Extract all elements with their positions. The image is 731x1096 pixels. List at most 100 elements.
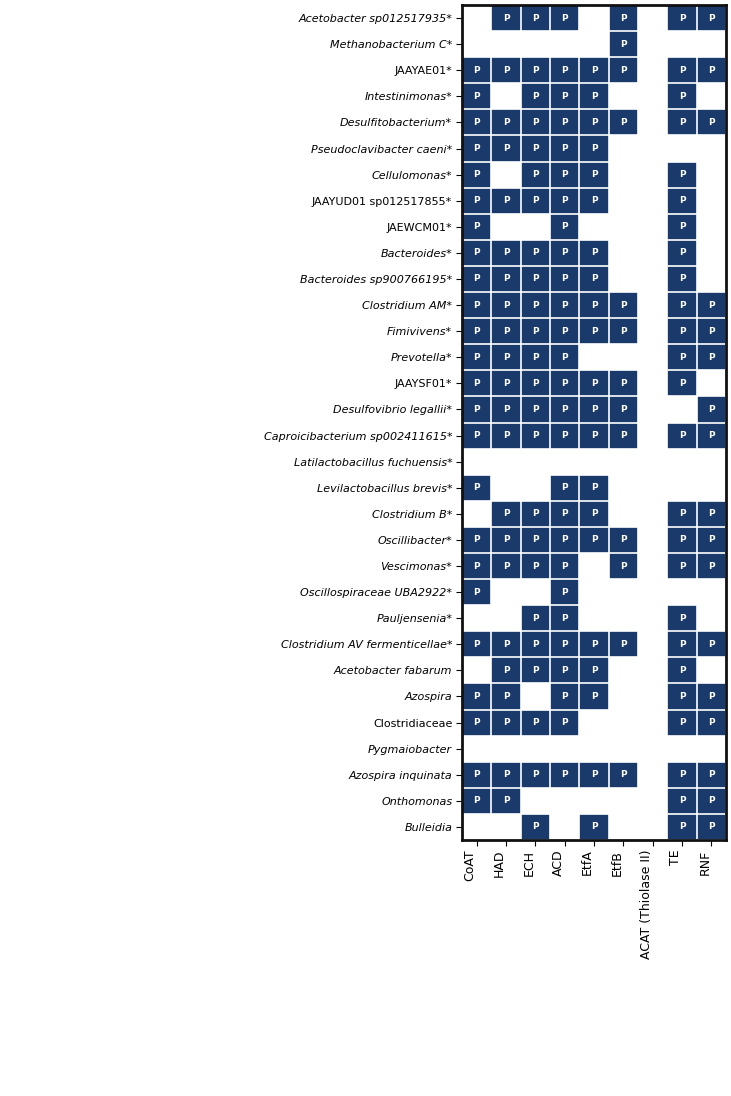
- Bar: [462, 658, 491, 684]
- Bar: [462, 5, 491, 31]
- Bar: [609, 266, 638, 292]
- Bar: [638, 292, 667, 318]
- Bar: [491, 735, 520, 762]
- Bar: [667, 475, 697, 501]
- Text: P: P: [561, 404, 568, 414]
- Text: P: P: [532, 666, 539, 675]
- Text: P: P: [532, 379, 539, 388]
- Text: P: P: [561, 274, 568, 284]
- Text: P: P: [620, 13, 626, 23]
- Bar: [580, 709, 609, 735]
- Bar: [638, 709, 667, 735]
- Text: P: P: [678, 536, 686, 545]
- Bar: [609, 187, 638, 214]
- Bar: [462, 448, 491, 475]
- Text: P: P: [678, 666, 686, 675]
- Text: P: P: [591, 118, 597, 127]
- Bar: [580, 553, 609, 579]
- Text: P: P: [532, 770, 539, 779]
- Text: P: P: [503, 404, 510, 414]
- Text: P: P: [474, 300, 480, 309]
- Bar: [638, 161, 667, 187]
- Text: P: P: [561, 692, 568, 701]
- Text: P: P: [678, 66, 686, 75]
- Bar: [638, 344, 667, 370]
- Text: P: P: [620, 640, 626, 649]
- Text: P: P: [532, 249, 539, 258]
- Text: P: P: [591, 483, 597, 492]
- Text: P: P: [708, 353, 715, 362]
- Bar: [609, 475, 638, 501]
- Bar: [520, 735, 550, 762]
- Bar: [638, 553, 667, 579]
- Text: P: P: [620, 561, 626, 571]
- Text: P: P: [503, 118, 510, 127]
- Bar: [638, 684, 667, 709]
- Text: P: P: [503, 353, 510, 362]
- Text: P: P: [474, 536, 480, 545]
- Text: P: P: [561, 640, 568, 649]
- Bar: [520, 214, 550, 240]
- Text: P: P: [678, 561, 686, 571]
- Bar: [638, 266, 667, 292]
- Text: P: P: [503, 300, 510, 309]
- Text: P: P: [503, 692, 510, 701]
- Text: P: P: [678, 353, 686, 362]
- Bar: [697, 83, 726, 110]
- Text: P: P: [503, 666, 510, 675]
- Bar: [609, 605, 638, 631]
- Bar: [580, 735, 609, 762]
- Text: P: P: [561, 510, 568, 518]
- Text: P: P: [532, 144, 539, 153]
- Bar: [638, 788, 667, 814]
- Text: P: P: [591, 92, 597, 101]
- Text: P: P: [532, 170, 539, 179]
- Bar: [580, 344, 609, 370]
- Bar: [638, 475, 667, 501]
- Bar: [491, 214, 520, 240]
- Bar: [638, 31, 667, 57]
- Bar: [520, 684, 550, 709]
- Text: P: P: [708, 718, 715, 727]
- Text: P: P: [474, 640, 480, 649]
- Bar: [580, 214, 609, 240]
- Bar: [520, 788, 550, 814]
- Text: P: P: [474, 66, 480, 75]
- Text: P: P: [474, 249, 480, 258]
- Bar: [580, 788, 609, 814]
- Bar: [609, 448, 638, 475]
- Text: P: P: [708, 66, 715, 75]
- Text: P: P: [474, 196, 480, 205]
- Text: P: P: [532, 66, 539, 75]
- Bar: [638, 501, 667, 527]
- Text: P: P: [532, 431, 539, 441]
- Bar: [550, 448, 580, 475]
- Bar: [491, 161, 520, 187]
- Text: P: P: [620, 770, 626, 779]
- Bar: [491, 814, 520, 840]
- Text: P: P: [561, 300, 568, 309]
- Text: P: P: [708, 13, 715, 23]
- Bar: [638, 762, 667, 788]
- Text: P: P: [591, 536, 597, 545]
- Text: P: P: [561, 483, 568, 492]
- Bar: [580, 448, 609, 475]
- Bar: [609, 83, 638, 110]
- Text: P: P: [591, 666, 597, 675]
- Bar: [667, 136, 697, 161]
- Bar: [491, 31, 520, 57]
- Text: P: P: [620, 431, 626, 441]
- Bar: [462, 31, 491, 57]
- Text: P: P: [561, 536, 568, 545]
- Text: P: P: [532, 13, 539, 23]
- Text: P: P: [708, 404, 715, 414]
- Bar: [638, 814, 667, 840]
- Text: P: P: [561, 249, 568, 258]
- Text: P: P: [620, 327, 626, 335]
- Text: P: P: [561, 718, 568, 727]
- Text: P: P: [591, 249, 597, 258]
- Text: P: P: [678, 327, 686, 335]
- Text: P: P: [474, 327, 480, 335]
- Bar: [697, 161, 726, 187]
- Bar: [697, 605, 726, 631]
